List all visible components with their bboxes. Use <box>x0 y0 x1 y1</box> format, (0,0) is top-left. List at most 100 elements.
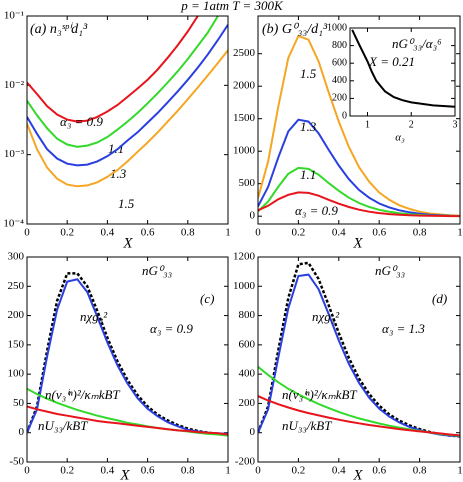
x-tick-label: 0.4 <box>101 227 115 239</box>
x-tick-label: 0 <box>255 227 261 239</box>
y-tick-label: 500 <box>239 177 256 189</box>
y-tick-label: 0 <box>250 426 256 438</box>
curve-label: 1.3 <box>300 119 317 134</box>
curve <box>258 261 460 438</box>
x-tick-label: 1 <box>225 465 231 477</box>
x-tick-label: 0.8 <box>181 465 195 477</box>
y-tick-label: 600 <box>239 338 256 350</box>
x-tick-label: 0.6 <box>141 465 155 477</box>
y-tick-label: 800 <box>332 40 347 51</box>
x-tick-label: 0.2 <box>292 227 306 239</box>
panel-title: (c) <box>200 291 214 306</box>
curve-label: nχg₃² <box>80 309 108 324</box>
x-tick-label: 1 <box>457 465 463 477</box>
x-tick-label: 0 <box>24 465 30 477</box>
plot-frame <box>349 27 456 117</box>
panel-title: nG⁰₃₃/α₃⁶ <box>392 36 442 51</box>
curve-label: α₃ = 0.9 <box>60 114 103 129</box>
y-tick-label: 300 <box>8 251 25 263</box>
curve-label: 1.1 <box>300 167 316 182</box>
y-tick-label: -50 <box>9 456 24 468</box>
y-tick-label: 1200 <box>233 251 256 263</box>
y-tick-label: 0 <box>250 210 256 222</box>
y-tick-label: 1000 <box>233 145 256 157</box>
annotation: X = 0.21 <box>368 54 415 69</box>
curve <box>258 395 460 437</box>
y-tick-label: 200 <box>239 397 256 409</box>
curve-label: n(v₃ⁱⁿ)²/κₘkBT <box>282 387 357 402</box>
x-axis-label: X <box>352 235 363 251</box>
x-tick-label: 0.2 <box>60 465 74 477</box>
curve-label: α₃ = 0.9 <box>295 203 338 218</box>
x-tick-label: 0.6 <box>372 227 386 239</box>
x-tick-label: 1 <box>457 227 463 239</box>
curve-label: nU₃₃/kBT <box>38 418 88 433</box>
y-tick-label: 1500 <box>233 112 256 124</box>
y-tick-label: 0 <box>342 110 347 121</box>
curve <box>258 34 460 217</box>
y-tick-label: 100 <box>8 368 25 380</box>
curve-label: 1.3 <box>110 166 127 181</box>
y-tick-label: 1000 <box>233 280 256 292</box>
curve <box>258 191 460 218</box>
x-tick-label: 0.4 <box>101 465 115 477</box>
x-axis-label: X <box>352 467 363 482</box>
x-axis-label: X <box>119 467 130 482</box>
curve <box>27 49 228 188</box>
curve <box>27 16 219 148</box>
y-tick-label: 200 <box>8 309 25 321</box>
curve <box>27 405 228 436</box>
curve-label: nG⁰₃₃ <box>375 263 405 278</box>
curve <box>27 272 228 436</box>
y-tick-label: 10⁻³ <box>4 148 25 160</box>
y-tick-label: -200 <box>235 456 256 468</box>
x-axis-label: α₃ <box>395 132 405 144</box>
y-tick-label: 0 <box>19 426 25 438</box>
x-tick-label: 1 <box>225 227 231 239</box>
curve-label: nχg₃² <box>312 309 340 324</box>
x-tick-label: 2 <box>409 119 414 130</box>
curve <box>351 29 455 108</box>
y-tick-label: 400 <box>332 75 347 86</box>
curve-label: 1.5 <box>300 66 317 81</box>
plot-frame <box>257 15 461 225</box>
x-tick-label: 0 <box>255 465 261 477</box>
panel-title: (a) n₃ˢᵖⁱd₁³ <box>30 22 88 37</box>
x-tick-label: 0.8 <box>413 227 427 239</box>
x-tick-label: 0.6 <box>372 465 386 477</box>
x-tick-label: 0.4 <box>332 227 346 239</box>
x-tick-label: 0 <box>24 227 30 239</box>
panel-title: (b) G⁰₃₃/d₁³ <box>262 22 328 37</box>
plot-frame <box>26 15 229 225</box>
inset-background <box>350 28 455 116</box>
y-tick-label: 50 <box>13 397 25 409</box>
curve <box>27 24 228 167</box>
x-tick-label: 0.8 <box>181 227 195 239</box>
figure-title: p = 1atm T = 300K <box>180 0 284 13</box>
x-tick-label: 0.2 <box>60 227 74 239</box>
x-tick-label: 0.4 <box>332 465 346 477</box>
y-tick-label: 10⁻² <box>4 79 25 91</box>
y-tick-label: 10⁻¹ <box>4 10 24 22</box>
plot-frame <box>26 256 229 463</box>
y-tick-label: 200 <box>332 93 347 104</box>
curve-label: n(v₃ⁱⁿ)²/κₘkBT <box>45 387 120 402</box>
x-tick-label: 0.2 <box>292 465 306 477</box>
curve-label: nU₃₃/kBT <box>282 418 332 433</box>
curve-label: nG⁰₃₃ <box>142 263 172 278</box>
x-tick-label: 0.8 <box>413 465 427 477</box>
annotation: α₃ = 0.9 <box>150 321 193 336</box>
y-tick-label: 10⁻⁴ <box>3 218 24 230</box>
panel-title: (d) <box>432 291 447 306</box>
curve-label: 1.5 <box>118 196 135 211</box>
annotation: α₃ = 1.3 <box>382 321 425 336</box>
y-tick-label: 400 <box>239 368 256 380</box>
x-tick-label: 1 <box>365 119 370 130</box>
x-tick-label: 0.6 <box>141 227 155 239</box>
y-tick-label: 1000 <box>327 22 347 33</box>
y-tick-label: 250 <box>8 280 25 292</box>
plot-frame <box>257 256 461 463</box>
y-tick-label: 150 <box>8 338 25 350</box>
y-tick-label: 2500 <box>233 47 256 59</box>
